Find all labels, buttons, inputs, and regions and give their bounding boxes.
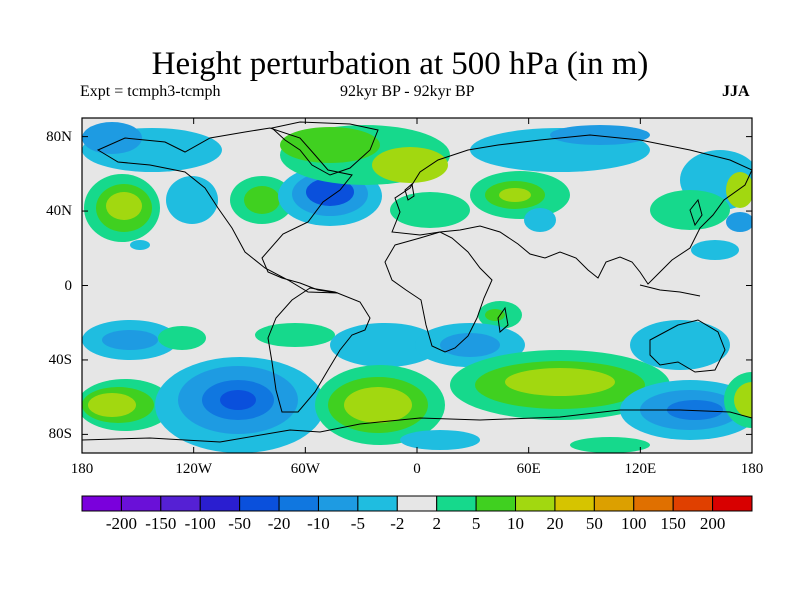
colorbar-swatch <box>515 495 556 512</box>
x-tick-label: 60W <box>290 461 320 477</box>
colorbar-label: -5 <box>350 514 365 533</box>
y-tick-label: 40S <box>48 351 72 368</box>
colorbar-swatch <box>81 495 122 512</box>
coast-africa <box>384 231 493 353</box>
coast-antarctica <box>82 409 752 443</box>
colorbar-swatch <box>396 495 438 512</box>
axis-ticks <box>81 118 753 453</box>
x-tick-label: 0 <box>413 461 421 477</box>
y-tick-label: 80S <box>48 426 72 443</box>
coast-madagascar <box>497 306 509 333</box>
field-alaska-positive <box>230 176 294 224</box>
colorbar-swatch <box>712 495 753 512</box>
field-south-america-positive <box>255 323 335 347</box>
field-europe-positive <box>390 192 470 228</box>
colorbar-swatch <box>160 495 201 512</box>
field-north-pacific-positive <box>84 174 160 242</box>
colorbar-label: 100 <box>621 514 647 533</box>
field-south-pacific-positive <box>82 379 173 431</box>
colorbar-swatch <box>554 495 595 512</box>
field-dateline-south-positive <box>724 372 752 428</box>
colorbar-label: -10 <box>307 514 330 533</box>
colorbar-label: 150 <box>660 514 686 533</box>
field-south-pacific-west <box>82 320 206 360</box>
y-tick-label: 80N <box>46 128 72 145</box>
coast-eurasia <box>391 134 752 285</box>
colorbar-swatch <box>672 495 714 512</box>
colorbar-label: -50 <box>228 514 251 533</box>
coast-japan <box>689 198 703 227</box>
field-indian-ocean-positive <box>450 350 670 420</box>
field-antarctic <box>400 430 650 453</box>
season-label: JJA <box>722 83 750 100</box>
coast-greenland <box>270 121 379 176</box>
x-tick-label: 180 <box>70 461 94 477</box>
y-tick-label: 0 <box>64 277 73 294</box>
coast-south-america <box>267 287 371 413</box>
x-tick-label: 60E <box>516 461 541 477</box>
colorbar-swatch <box>593 495 635 512</box>
colorbar-swatch <box>436 495 477 512</box>
colorbar-label: -200 <box>105 514 137 533</box>
experiment-label: Expt = tcmph3-tcmph <box>80 83 221 100</box>
coast-indonesia <box>639 284 701 297</box>
colorbar-swatch <box>239 495 280 512</box>
coast-australia <box>649 319 726 373</box>
x-tick-label: 180 <box>740 461 764 477</box>
period-label: 92kyr BP - 92kyr BP <box>340 83 475 100</box>
field-southeast-pacific-negative <box>155 357 325 453</box>
colorbar-label: 10 <box>507 514 525 533</box>
colorbar-label: 2 <box>432 514 441 533</box>
x-tick-label: 120E <box>624 461 657 477</box>
coast-uk <box>404 183 415 201</box>
field-central-asia-positive <box>470 171 570 219</box>
contour-fields <box>82 121 752 453</box>
colorbar-swatch <box>120 495 162 512</box>
colorbar <box>81 495 753 512</box>
coast-north-america <box>96 127 353 294</box>
field-south-atlantic-positive <box>315 365 445 445</box>
colorbar-swatch <box>317 495 359 512</box>
colorbar-label: -20 <box>267 514 291 533</box>
colorbar-label: 5 <box>471 514 481 533</box>
colorbar-label: 20 <box>546 514 564 533</box>
colorbar-swatch <box>633 495 674 512</box>
y-tick-label: 40N <box>46 203 72 220</box>
x-tick-label: 120W <box>175 461 212 477</box>
field-south-atlantic-negative <box>330 323 525 367</box>
colorbar-swatch <box>475 495 517 512</box>
colorbar-label: 200 <box>699 514 726 533</box>
colorbar-swatch <box>199 495 241 512</box>
coastlines <box>82 121 752 443</box>
colorbar-label: -150 <box>145 514 177 533</box>
colorbar-swatch <box>278 495 319 512</box>
colorbar-label: -100 <box>184 514 216 533</box>
colorbar-label: 50 <box>585 514 603 533</box>
colorbar-swatch <box>357 495 398 512</box>
colorbar-label: -2 <box>390 514 405 533</box>
map-title: Height perturbation at 500 hPa (in m) <box>151 46 649 82</box>
